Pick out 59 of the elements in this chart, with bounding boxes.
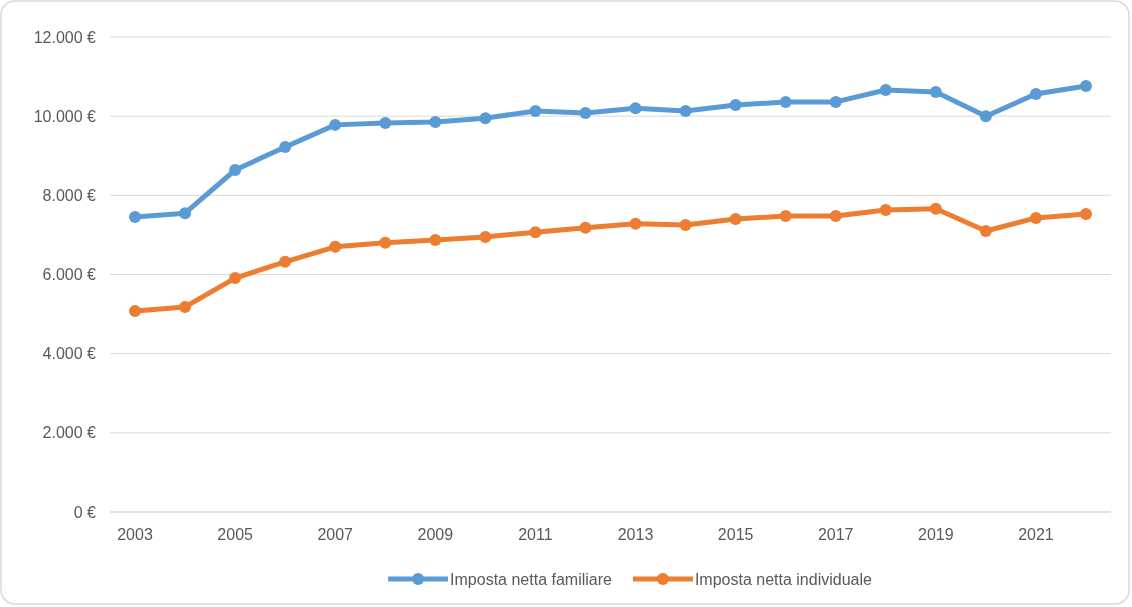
point bbox=[729, 213, 742, 226]
y-tick-label: 8.000 € bbox=[42, 186, 97, 204]
point bbox=[179, 300, 192, 313]
point bbox=[479, 112, 492, 125]
point bbox=[679, 219, 692, 232]
point bbox=[229, 164, 242, 176]
point bbox=[629, 217, 642, 230]
x-tick-label: 2011 bbox=[518, 526, 553, 543]
point bbox=[579, 107, 592, 119]
x-tick-label: 2021 bbox=[1018, 526, 1054, 543]
x-tick-label: 2009 bbox=[417, 526, 454, 543]
point bbox=[829, 209, 842, 222]
y-tick-label: 0 € bbox=[73, 503, 97, 521]
y-tick-label: 4.000 € bbox=[42, 345, 97, 363]
point bbox=[979, 224, 992, 237]
x-tick-label: 2019 bbox=[918, 526, 954, 543]
point bbox=[529, 105, 542, 118]
point bbox=[479, 230, 492, 243]
point bbox=[879, 84, 892, 97]
legend-label: Imposta netta individuale bbox=[694, 570, 872, 588]
point bbox=[829, 95, 842, 108]
point bbox=[329, 240, 342, 253]
point bbox=[429, 234, 442, 247]
point bbox=[279, 141, 292, 154]
x-tick-label: 2015 bbox=[717, 526, 754, 543]
y-tick-label: 2.000 € bbox=[42, 424, 97, 442]
point bbox=[179, 207, 192, 220]
point bbox=[229, 272, 242, 285]
x-tick-label: 2017 bbox=[817, 526, 854, 543]
point bbox=[879, 203, 892, 216]
point bbox=[429, 116, 442, 129]
point bbox=[629, 102, 642, 115]
point bbox=[1029, 211, 1042, 224]
point bbox=[929, 202, 942, 215]
point bbox=[779, 95, 792, 108]
point bbox=[529, 226, 542, 239]
y-tick-label: 10.000 € bbox=[33, 107, 97, 125]
point bbox=[379, 116, 392, 129]
legend-label: Imposta netta familiare bbox=[450, 570, 613, 588]
point bbox=[129, 211, 142, 224]
point bbox=[979, 110, 992, 123]
point bbox=[729, 99, 742, 112]
point bbox=[279, 255, 292, 268]
point bbox=[579, 221, 592, 234]
x-tick-label: 2003 bbox=[117, 526, 153, 543]
point bbox=[129, 304, 142, 317]
x-tick-label: 2007 bbox=[317, 526, 354, 543]
point bbox=[329, 118, 342, 131]
y-tick-label: 6.000 € bbox=[42, 266, 97, 284]
point bbox=[379, 236, 392, 249]
x-tick-label: 2005 bbox=[217, 526, 254, 543]
point bbox=[1079, 80, 1092, 93]
point bbox=[1029, 88, 1042, 100]
point bbox=[1079, 207, 1092, 220]
x-tick-label: 2013 bbox=[617, 526, 654, 543]
y-tick-label: 12.000 € bbox=[33, 28, 97, 46]
point bbox=[929, 86, 942, 99]
point bbox=[779, 209, 792, 222]
point bbox=[679, 105, 692, 118]
